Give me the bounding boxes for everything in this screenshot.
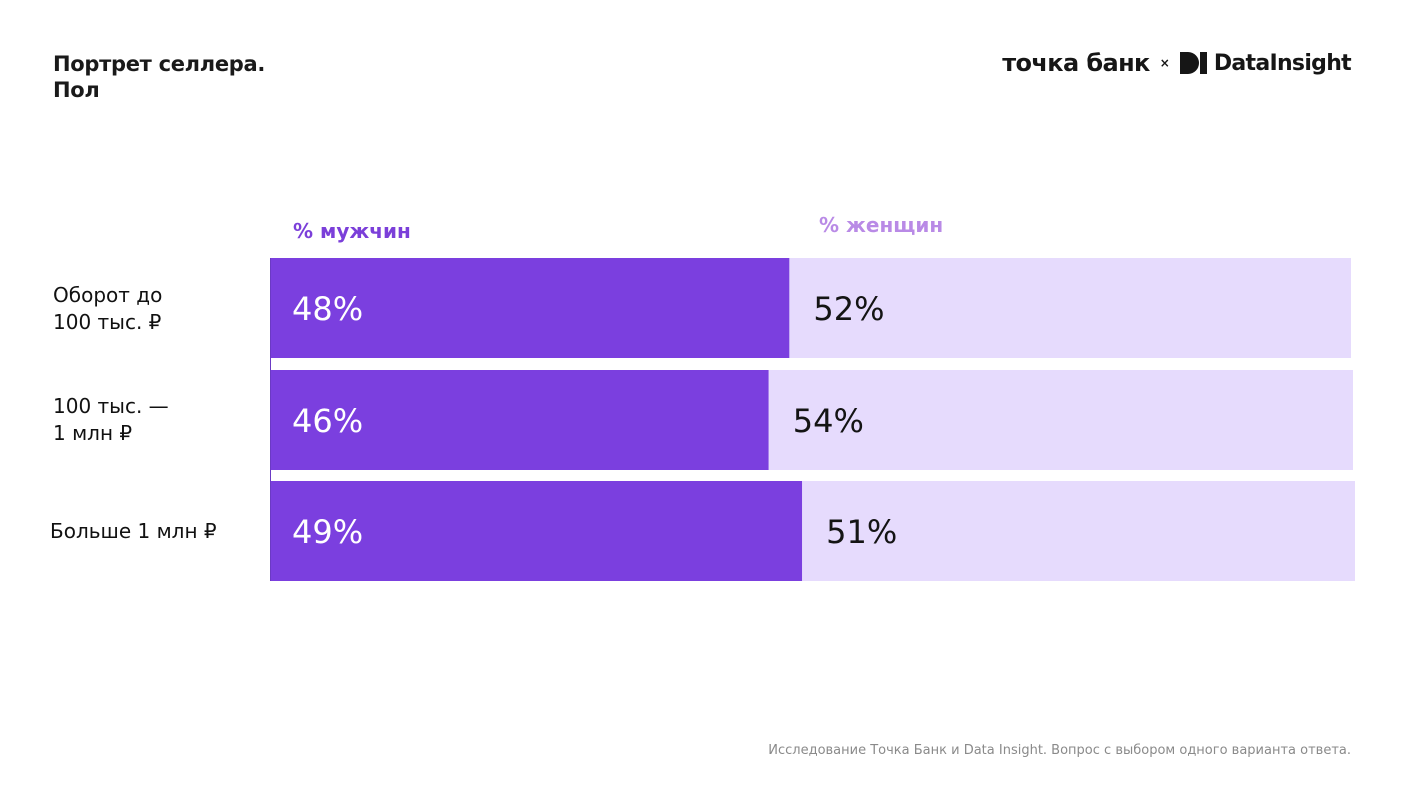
- data-label-men-row-3: 49%: [292, 513, 363, 551]
- bar-women-row-2: [768, 370, 1353, 470]
- title-line-2: Пол: [53, 78, 100, 102]
- tochka-bank-logo: точка банк: [1002, 49, 1150, 77]
- bar-men-row-1: [271, 258, 790, 358]
- data-label-women-row-1: 52%: [813, 290, 884, 328]
- bar-women-row-1: [789, 258, 1351, 358]
- row-label-line: Больше 1 млн ₽: [50, 519, 217, 543]
- partner-logos: точка банк × DataInsight: [1002, 46, 1351, 80]
- row-label-turnover-under-100k: Оборот до 100 тыс. ₽: [53, 282, 162, 336]
- row-label-100k-to-1m: 100 тыс. — 1 млн ₽: [53, 393, 169, 447]
- row-label-over-1m: Больше 1 млн ₽: [50, 518, 217, 545]
- page-title: Портрет селлера. Пол: [53, 51, 313, 103]
- data-label-men-row-1: 48%: [292, 290, 363, 328]
- bar-men-row-3: [271, 481, 803, 581]
- source-note: Исследование Точка Банк и Data Insight. …: [768, 743, 1351, 758]
- row-label-line: Оборот до: [53, 283, 163, 307]
- legend-men: % мужчин: [293, 219, 411, 243]
- datainsight-mark-icon: [1179, 52, 1207, 74]
- logo-separator: ×: [1159, 56, 1170, 70]
- row-label-line: 1 млн ₽: [53, 421, 133, 445]
- data-label-men-row-2: 46%: [292, 402, 363, 440]
- legend-women: % женщин: [819, 213, 944, 237]
- row-label-line: 100 тыс. —: [53, 394, 169, 418]
- bar-men-row-2: [271, 370, 769, 470]
- bar-women-row-3: [802, 481, 1355, 581]
- data-label-women-row-3: 51%: [826, 513, 897, 551]
- title-line-1: Портрет селлера.: [53, 52, 266, 76]
- row-label-line: 100 тыс. ₽: [53, 310, 162, 334]
- datainsight-logo: DataInsight: [1213, 50, 1352, 76]
- data-label-women-row-2: 54%: [793, 402, 864, 440]
